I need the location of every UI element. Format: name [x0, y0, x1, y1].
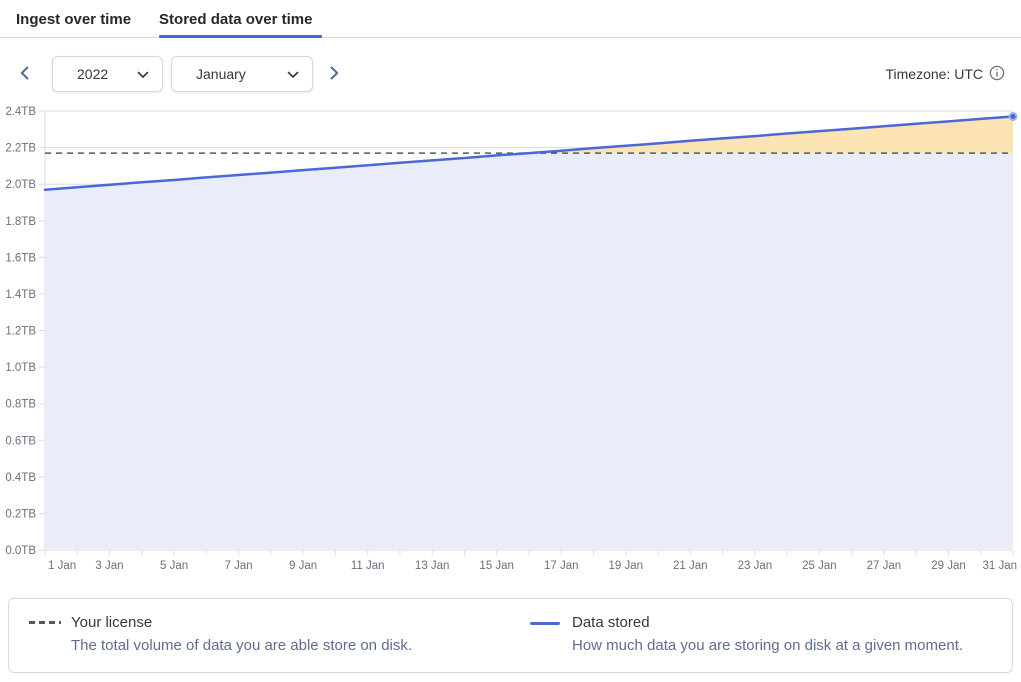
x-axis-label: 11 Jan — [351, 560, 385, 572]
y-axis-label: 1.4TB — [5, 289, 36, 301]
y-axis-label: 0.0TB — [5, 545, 36, 557]
legend-item-data-stored: Data stored How much data you are storin… — [530, 613, 963, 656]
timezone-label: Timezone: UTC — [885, 66, 983, 82]
tab-bar: Ingest over time Stored data over time — [0, 0, 1021, 38]
x-axis-label: 5 Jan — [160, 560, 188, 572]
y-axis-label: 0.4TB — [5, 472, 36, 484]
x-axis-label: 1 Jan — [48, 560, 76, 572]
y-axis-label: 0.6TB — [5, 435, 36, 447]
chevron-down-icon — [137, 66, 149, 82]
year-select-value: 2022 — [77, 66, 109, 82]
y-axis-label: 2.4TB — [5, 106, 36, 118]
x-axis-label: 21 Jan — [673, 560, 708, 572]
x-axis-label: 31 Jan — [982, 560, 1017, 572]
period-controls: 2022 January Timezone: UTC — [0, 38, 1021, 92]
x-axis-label: 13 Jan — [415, 560, 450, 572]
timezone-indicator: Timezone: UTC — [885, 65, 1005, 84]
legend-title-your-license: Your license — [71, 614, 153, 631]
legend-item-your-license: Your license The total volume of data yo… — [29, 613, 530, 656]
x-axis-label: 7 Jan — [225, 560, 253, 572]
legend-desc-your-license: The total volume of data you are able st… — [71, 636, 413, 654]
month-select[interactable]: January — [171, 56, 313, 92]
x-axis-label: 23 Jan — [738, 560, 773, 572]
x-axis-label: 27 Jan — [867, 560, 902, 572]
chevron-down-icon — [287, 66, 299, 82]
y-axis-label: 1.6TB — [5, 252, 36, 264]
legend-desc-data-stored: How much data you are storing on disk at… — [572, 636, 964, 654]
y-axis-label: 0.8TB — [5, 399, 36, 411]
previous-period-button[interactable] — [12, 61, 38, 87]
y-axis-label: 2.2TB — [5, 143, 36, 155]
y-axis-label: 1.8TB — [5, 216, 36, 228]
stored-data-chart: 0.0TB 0.2TB 0.4TB 0.6TB 0.8TB 1.0TB 1.2TB 1.4TB… — [5, 106, 1018, 572]
y-axis-label: 0.2TB — [5, 508, 36, 520]
chevron-left-icon — [16, 64, 34, 85]
x-axis-label: 9 Jan — [289, 560, 317, 572]
year-select[interactable]: 2022 — [52, 56, 163, 92]
chart-legend: Your license The total volume of data yo… — [8, 598, 1013, 673]
x-axis-label: 3 Jan — [95, 560, 123, 572]
tab-stored-data-over-time[interactable]: Stored data over time — [159, 0, 323, 38]
tab-ingest-over-time[interactable]: Ingest over time — [16, 11, 132, 28]
dashed-line-swatch-icon — [29, 621, 61, 624]
x-axis-label: 19 Jan — [609, 560, 644, 572]
y-axis-label: 1.2TB — [5, 326, 36, 338]
y-axis-label: 2.0TB — [5, 179, 36, 191]
x-axis-label: 15 Jan — [479, 560, 514, 572]
info-icon[interactable] — [989, 65, 1005, 84]
month-select-value: January — [196, 66, 246, 82]
line-swatch-icon — [530, 622, 560, 625]
data-stored-area — [45, 116, 1013, 550]
chevron-right-icon — [325, 64, 343, 85]
endpoint-marker — [1008, 112, 1018, 121]
x-axis-label: 17 Jan — [544, 560, 579, 572]
y-axis-label: 1.0TB — [5, 362, 36, 374]
x-axis-label: 29 Jan — [931, 560, 966, 572]
legend-title-data-stored: Data stored — [572, 614, 650, 631]
data-stored-line — [43, 115, 1015, 191]
x-axis-label: 25 Jan — [802, 560, 837, 572]
next-period-button[interactable] — [321, 61, 347, 87]
